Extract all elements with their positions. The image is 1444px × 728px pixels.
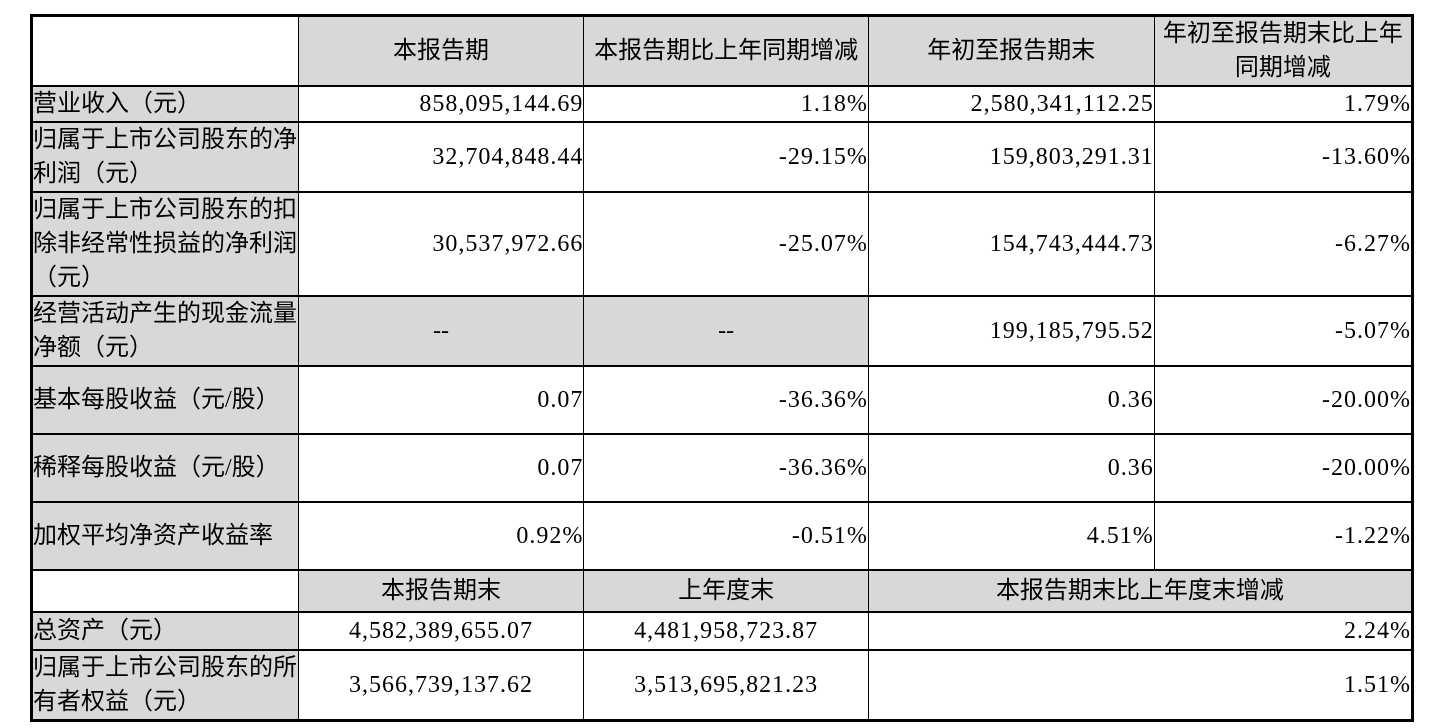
cell-value: 199,185,795.52 [867,295,1155,367]
cell-value: 3,513,695,821.23 [583,649,869,722]
row-label-weighted-avg-roe: 加权平均净资产收益率 [31,501,299,571]
cell-value: 4,582,389,655.07 [297,611,585,651]
col-header-end-of-period: 本报告期末 [297,569,585,613]
cell-value: 1.79% [1153,85,1414,123]
cell-value: 154,743,444.73 [867,191,1155,297]
col-header-ytd: 年初至报告期末 [867,14,1155,87]
table-row-net-profit: 归属于上市公司股东的净利润（元） 32,704,848.44 -29.15% 1… [31,121,1414,193]
cell-value: -20.00% [1153,365,1414,435]
row-label-diluted-eps: 稀释每股收益（元/股） [31,433,299,503]
cell-value-na: -- [583,295,869,367]
header-row-period-end: 本报告期末 上年度末 本报告期末比上年度末增减 [31,569,1414,613]
table-row-diluted-eps: 稀释每股收益（元/股） 0.07 -36.36% 0.36 -20.00% [31,433,1414,503]
cell-value: 0.36 [867,433,1155,503]
cell-value: 0.07 [297,433,585,503]
row-label-operating-revenue: 营业收入（元） [31,85,299,123]
table-row-total-assets: 总资产（元） 4,582,389,655.07 4,481,958,723.87… [31,611,1414,651]
cell-value: -25.07% [583,191,869,297]
row-label-basic-eps: 基本每股收益（元/股） [31,365,299,435]
cell-value: 1.51% [867,649,1414,722]
cell-value: 0.07 [297,365,585,435]
col-header-end-of-last-year: 上年度末 [583,569,869,613]
row-label-operating-cash-flow: 经营活动产生的现金流量净额（元） [31,295,299,367]
cell-value: -6.27% [1153,191,1414,297]
col-header-current-period-yoy-change: 本报告期比上年同期增减 [583,14,869,87]
financial-summary-table: 本报告期 本报告期比上年同期增减 年初至报告期末 年初至报告期末比上年同期增减 … [30,14,1414,722]
cell-value: 4.51% [867,501,1155,571]
cell-value: -20.00% [1153,433,1414,503]
cell-value: 0.36 [867,365,1155,435]
cell-value-na: -- [297,295,585,367]
cell-value: -5.07% [1153,295,1414,367]
header-row-period: 本报告期 本报告期比上年同期增减 年初至报告期末 年初至报告期末比上年同期增减 [31,14,1414,87]
table-row-net-profit-excl-nonrecurring: 归属于上市公司股东的扣除非经常性损益的净利润（元） 30,537,972.66 … [31,191,1414,297]
table-row-owners-equity: 归属于上市公司股东的所有者权益（元） 3,566,739,137.62 3,51… [31,649,1414,722]
row-label-net-profit-excl-nonrecurring: 归属于上市公司股东的扣除非经常性损益的净利润（元） [31,191,299,297]
cell-value: 32,704,848.44 [297,121,585,193]
row-label-total-assets: 总资产（元） [31,611,299,651]
table-row-operating-cash-flow: 经营活动产生的现金流量净额（元） -- -- 199,185,795.52 -5… [31,295,1414,367]
cell-value: -1.22% [1153,501,1414,571]
cell-value: 2,580,341,112.25 [867,85,1155,123]
cell-value: 4,481,958,723.87 [583,611,869,651]
cell-value: 3,566,739,137.62 [297,649,585,722]
table-row-weighted-avg-roe: 加权平均净资产收益率 0.92% -0.51% 4.51% -1.22% [31,501,1414,571]
table-row-basic-eps: 基本每股收益（元/股） 0.07 -36.36% 0.36 -20.00% [31,365,1414,435]
cell-value: -36.36% [583,365,869,435]
cell-value: -13.60% [1153,121,1414,193]
cell-value: -29.15% [583,121,869,193]
cell-value: 30,537,972.66 [297,191,585,297]
corner-cell-2 [31,569,299,613]
col-header-current-period: 本报告期 [297,14,585,87]
cell-value: 0.92% [297,501,585,571]
cell-value: 1.18% [583,85,869,123]
row-label-net-profit: 归属于上市公司股东的净利润（元） [31,121,299,193]
col-header-ytd-yoy-change: 年初至报告期末比上年同期增减 [1153,14,1414,87]
cell-value: 858,095,144.69 [297,85,585,123]
cell-value: -0.51% [583,501,869,571]
col-header-period-end-vs-last-year-change: 本报告期末比上年度末增减 [867,569,1414,613]
row-label-owners-equity: 归属于上市公司股东的所有者权益（元） [31,649,299,722]
cell-value: -36.36% [583,433,869,503]
cell-value: 2.24% [867,611,1414,651]
table-row-operating-revenue: 营业收入（元） 858,095,144.69 1.18% 2,580,341,1… [31,85,1414,123]
cell-value: 159,803,291.31 [867,121,1155,193]
corner-cell [31,14,299,87]
